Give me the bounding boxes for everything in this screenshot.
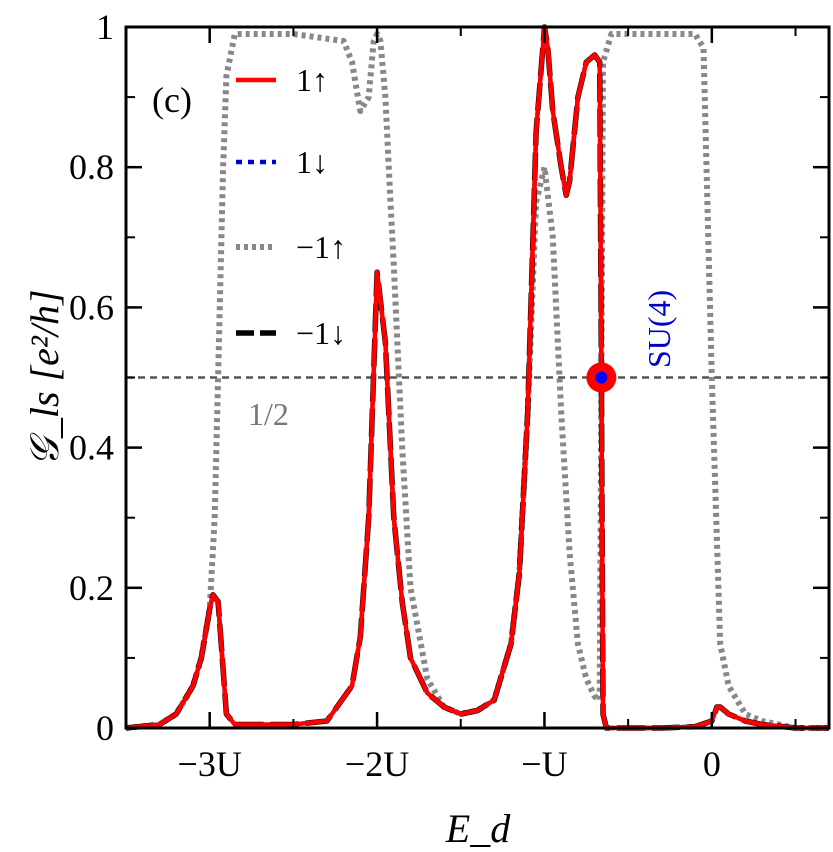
x-axis-label: E_d: [445, 806, 511, 851]
tick-layer: −3U −2U −U 0 0 0.2 0.4 0.6 0.8 1: [69, 7, 829, 784]
legend-label-1: 1↓: [296, 144, 328, 180]
y-tick-label-1: 0.2: [69, 568, 114, 608]
y-tick-label-0: 0: [96, 708, 114, 748]
legend-label-3: −1↓: [296, 315, 346, 351]
x-tick-label-1: −2U: [345, 744, 409, 784]
series-line-2: [125, 31, 829, 731]
reference-line-label: 1/2: [248, 396, 289, 432]
x-tick-label-3: 0: [703, 744, 721, 784]
y-tick-label-3: 0.6: [69, 287, 114, 327]
y-tick-label-5: 1: [96, 7, 114, 47]
x-tick-label-2: −U: [521, 744, 567, 784]
legend-label-2: −1↑: [296, 229, 346, 265]
legend: 1↑ 1↓ −1↑ −1↓: [236, 62, 346, 351]
x-tick-label-0: −3U: [178, 744, 242, 784]
panel-label: (c): [152, 80, 192, 120]
y-axis-label: 𝒢_ls [e²/h]: [22, 289, 67, 466]
legend-label-0: 1↑: [296, 62, 328, 98]
y-tick-label-2: 0.4: [69, 428, 114, 468]
su4-label: SU(4): [641, 290, 677, 368]
su4-marker-inner: [595, 371, 608, 384]
y-tick-label-4: 0.8: [69, 147, 114, 187]
marker-layer: [586, 362, 617, 393]
